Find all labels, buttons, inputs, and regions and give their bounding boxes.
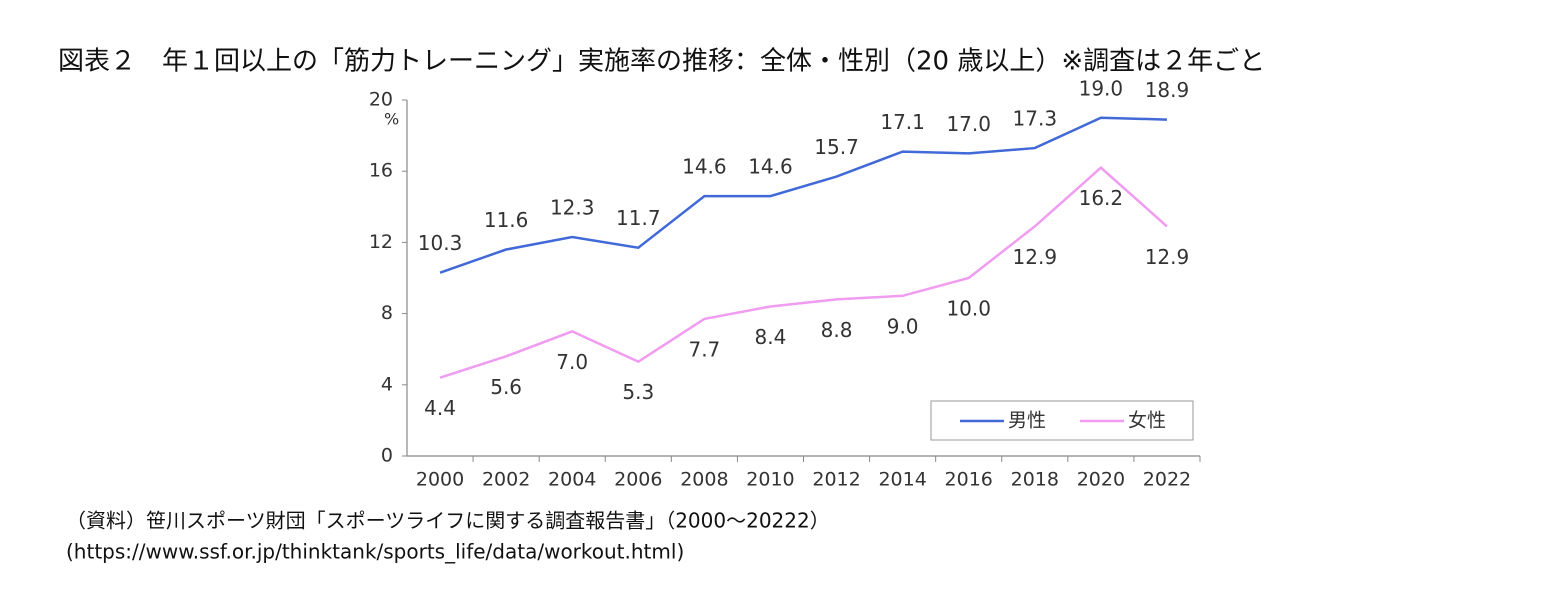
data-label: 10.0 (946, 297, 991, 321)
y-tick-label: 12 (369, 231, 393, 253)
x-tick-label: 2016 (945, 469, 993, 491)
line (439, 165, 1168, 379)
source-line: （資料）笹川スポーツ財団「スポーツライフに関する調査報告書」（2000～2022… (66, 509, 830, 533)
data-label: 12.9 (1013, 245, 1058, 269)
data-label: 17.3 (1013, 107, 1058, 131)
data-label: 11.6 (484, 208, 529, 232)
data-label: 17.1 (880, 110, 925, 134)
x-tick-label: 2014 (878, 469, 926, 491)
x-tick-label: 2002 (482, 469, 530, 491)
y-unit: % (384, 110, 399, 129)
data-label: 12.9 (1145, 245, 1190, 269)
data-label: 16.2 (1079, 186, 1124, 210)
data-label: 7.0 (556, 350, 588, 374)
y-tick-label: 4 (381, 373, 393, 395)
y-tick-label: 16 (369, 160, 393, 182)
data-label: 14.6 (682, 155, 727, 179)
x-tick-label: 2022 (1143, 469, 1191, 491)
x-tick-label: 2018 (1011, 469, 1059, 491)
x-tick-label: 2010 (746, 469, 794, 491)
source-line: (https://www.ssf.or.jp/thinktank/sports_… (66, 540, 684, 564)
chart-title: 図表２ 年１回以上の「筋力トレーニング」実施率の推移：全体・性別（20 歳以上）… (58, 47, 1265, 77)
data-label: 12.3 (550, 196, 595, 220)
data-label: 14.6 (748, 155, 793, 179)
y-tick-label: 20 (369, 89, 393, 111)
x-tick-label: 2004 (548, 469, 596, 491)
data-label: 10.3 (418, 231, 463, 255)
data-label: 11.7 (616, 206, 661, 230)
x-tick-label: 2020 (1077, 469, 1125, 491)
data-label: 4.4 (424, 396, 456, 420)
y-tick-label: 8 (381, 302, 393, 324)
x-tick-label: 2000 (416, 469, 464, 491)
x-tick-label: 2006 (614, 469, 662, 491)
data-label: 7.7 (688, 337, 720, 361)
data-label: 9.0 (887, 314, 919, 338)
data-label: 5.6 (490, 375, 522, 399)
legend-label: 男性 (1008, 410, 1046, 432)
x-tick-label: 2012 (812, 469, 860, 491)
legend-label: 女性 (1128, 410, 1166, 432)
y-tick-label: 0 (381, 445, 393, 467)
data-label: 15.7 (814, 135, 859, 159)
x-tick-label: 2008 (680, 469, 728, 491)
data-label: 19.0 (1079, 76, 1124, 100)
line (439, 116, 1167, 274)
data-label: 17.0 (946, 112, 991, 136)
data-label: 18.9 (1145, 78, 1190, 102)
data-label: 8.8 (821, 318, 853, 342)
data-label: 8.4 (755, 325, 787, 349)
data-label: 5.3 (622, 380, 654, 404)
